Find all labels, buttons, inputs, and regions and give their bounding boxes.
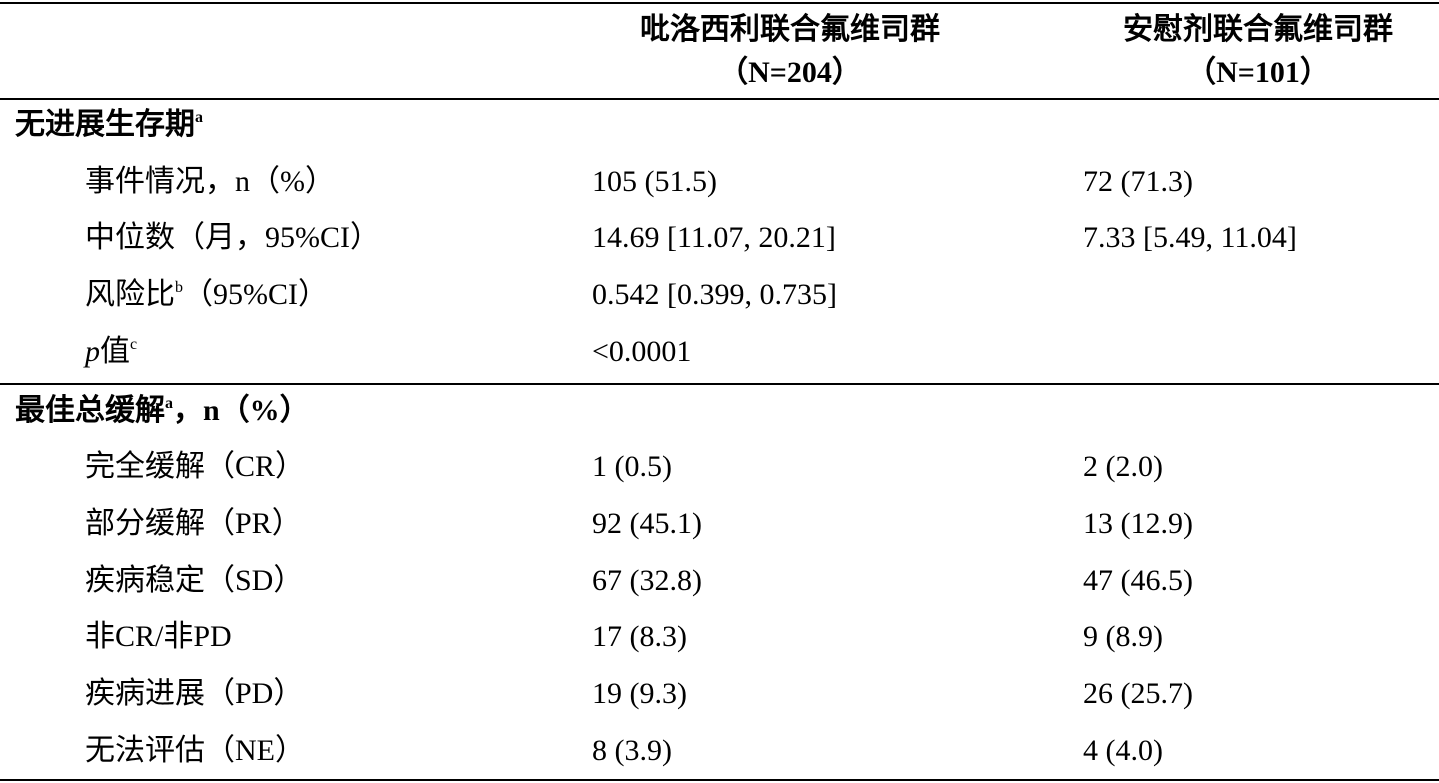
label-part: 疾病进展（PD） xyxy=(85,677,304,710)
bottom-rule xyxy=(0,779,1439,781)
cell-value: 13 (12.9) xyxy=(1083,506,1193,540)
label-part: 部分缓解（PR） xyxy=(85,506,302,540)
cell-value: 9 (8.9) xyxy=(1083,620,1163,654)
row-label: 部分缓解（PR） xyxy=(85,506,302,542)
row-label: 事件情况，n（%） xyxy=(85,164,335,200)
section-rule xyxy=(0,383,1439,385)
label-part: 中位数（月，95%CI） xyxy=(85,221,380,255)
row-label: 疾病进展（PD） xyxy=(85,676,303,712)
label-part: 无进展生存期 xyxy=(15,108,195,141)
label-part: 事件情况，n（%） xyxy=(85,164,335,198)
label-part: p xyxy=(85,334,100,368)
cell-value: 47 (46.5) xyxy=(1083,563,1193,597)
row-label: 非CR/非PD xyxy=(85,619,232,655)
cell-value: 72 (71.3) xyxy=(1083,164,1193,198)
label-part: b xyxy=(175,279,183,297)
column-header: （N=101） xyxy=(1186,56,1330,89)
row-label: 中位数（月，95%CI） xyxy=(85,220,380,256)
cell-value: 1 (0.5) xyxy=(592,450,672,484)
label-part: ，n（%） xyxy=(173,393,310,427)
cell-value: 19 (9.3) xyxy=(592,677,687,710)
section-title: 无进展生存期a xyxy=(15,107,203,143)
label-part: a xyxy=(165,394,173,412)
label-part: 无法评估（NE） xyxy=(85,733,305,767)
top-rule xyxy=(0,2,1439,4)
label-part: （95%CI） xyxy=(183,278,328,312)
cell-value: 17 (8.3) xyxy=(592,620,687,654)
row-label: 无法评估（NE） xyxy=(85,733,305,769)
label-part: 完全缓解（CR） xyxy=(85,450,306,484)
cell-value: 92 (45.1) xyxy=(592,506,702,540)
cell-value: 105 (51.5) xyxy=(592,164,717,198)
column-header: （N=204） xyxy=(718,56,862,89)
label-part: 风险比 xyxy=(85,278,175,312)
cell-value: 26 (25.7) xyxy=(1083,677,1193,710)
cell-value: 2 (2.0) xyxy=(1083,450,1163,484)
label-part: 疾病稳定（SD） xyxy=(85,563,304,597)
row-label: p值c xyxy=(85,334,137,370)
row-label: 疾病稳定（SD） xyxy=(85,563,303,599)
label-part: 最佳总缓解 xyxy=(15,393,165,427)
cell-value: <0.0001 xyxy=(592,334,692,368)
cell-value: 0.542 [0.399, 0.735] xyxy=(592,278,837,312)
column-header: 安慰剂联合氟维司群 xyxy=(1123,13,1393,46)
column-header: 吡洛西利联合氟维司群 xyxy=(640,13,940,46)
cell-value: 7.33 [5.49, 11.04] xyxy=(1083,221,1297,255)
label-part: c xyxy=(130,335,138,353)
label-part: 值 xyxy=(100,334,130,368)
label-part: 非CR/非PD xyxy=(85,620,232,654)
section-title: 最佳总缓解a，n（%） xyxy=(15,393,310,429)
row-label: 完全缓解（CR） xyxy=(85,449,305,485)
cell-value: 67 (32.8) xyxy=(592,563,702,597)
header-rule xyxy=(0,98,1439,100)
label-part: a xyxy=(195,109,203,126)
cell-value: 14.69 [11.07, 20.21] xyxy=(592,221,836,255)
cell-value: 4 (4.0) xyxy=(1083,733,1163,767)
row-label: 风险比b（95%CI） xyxy=(85,277,328,313)
cell-value: 8 (3.9) xyxy=(592,733,672,767)
